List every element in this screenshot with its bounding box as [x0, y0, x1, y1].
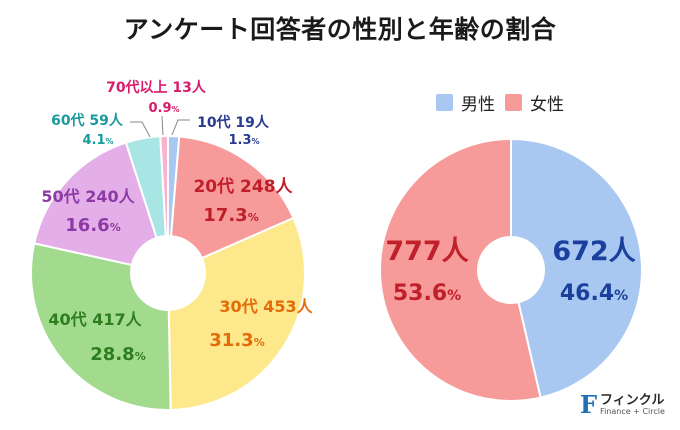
age-percent-4: 16.6%	[65, 215, 120, 236]
age-slice-4	[33, 141, 158, 267]
age-label-2: 30代 453人	[219, 297, 313, 316]
age-percent-5: 4.1%	[82, 133, 113, 148]
age-label-4: 50代 240人	[41, 187, 135, 206]
age-percent-6: 0.9%	[148, 101, 179, 116]
gender-percent-1: 53.6%	[393, 281, 461, 306]
age-pie-chart	[30, 134, 306, 411]
brand-logo: F フィンクル Finance + Circle	[580, 393, 665, 417]
gender-slice-0	[510, 137, 643, 399]
age-label-6: 70代以上 13人	[106, 79, 207, 96]
age-label-1: 20代 248人	[193, 176, 293, 197]
gender-percent-0: 46.4%	[560, 281, 628, 306]
age-leader-6	[161, 115, 164, 136]
legend-swatch-female	[505, 94, 522, 111]
age-label-3: 40代 417人	[48, 310, 142, 329]
age-percent-0: 1.3%	[228, 133, 259, 148]
legend-item-female: 女性	[505, 90, 564, 115]
chart-title: アンケート回答者の性別と年齢の割合	[123, 15, 557, 44]
age-slice-2	[167, 216, 306, 411]
age-slice-6	[159, 134, 169, 238]
legend-label-male: 男性	[461, 95, 495, 115]
logo-subtitle: Finance + Circle	[600, 406, 665, 416]
legend-item-male: 男性	[436, 90, 495, 115]
gender-pie-chart	[379, 137, 643, 402]
age-percent-1: 17.3%	[203, 205, 258, 226]
logo-name: フィンクル	[600, 392, 665, 408]
legend-swatch-male	[436, 94, 453, 111]
gender-count-1: 777人	[385, 236, 468, 267]
logo-icon: F	[580, 390, 598, 419]
legend-label-female: 女性	[530, 95, 564, 115]
gender-legend: 男性 女性	[436, 90, 564, 115]
age-label-0: 10代 19人	[197, 114, 270, 131]
gender-count-0: 672人	[552, 236, 635, 267]
age-label-5: 60代 59人	[51, 112, 124, 129]
age-leader-5	[130, 121, 151, 138]
age-leader-0	[171, 119, 190, 136]
gender-slice-1	[379, 137, 542, 402]
age-percent-2: 31.3%	[209, 330, 264, 351]
age-slice-1	[169, 135, 295, 260]
gender-labels: 672人 46.4% 777人 53.6%	[385, 236, 635, 306]
age-slice-3	[30, 242, 172, 411]
age-labels: 10代 19人 1.3% 20代 248人 17.3% 30代 453人 31.3% 40代…	[41, 79, 313, 365]
age-percent-3: 28.8%	[90, 344, 145, 365]
